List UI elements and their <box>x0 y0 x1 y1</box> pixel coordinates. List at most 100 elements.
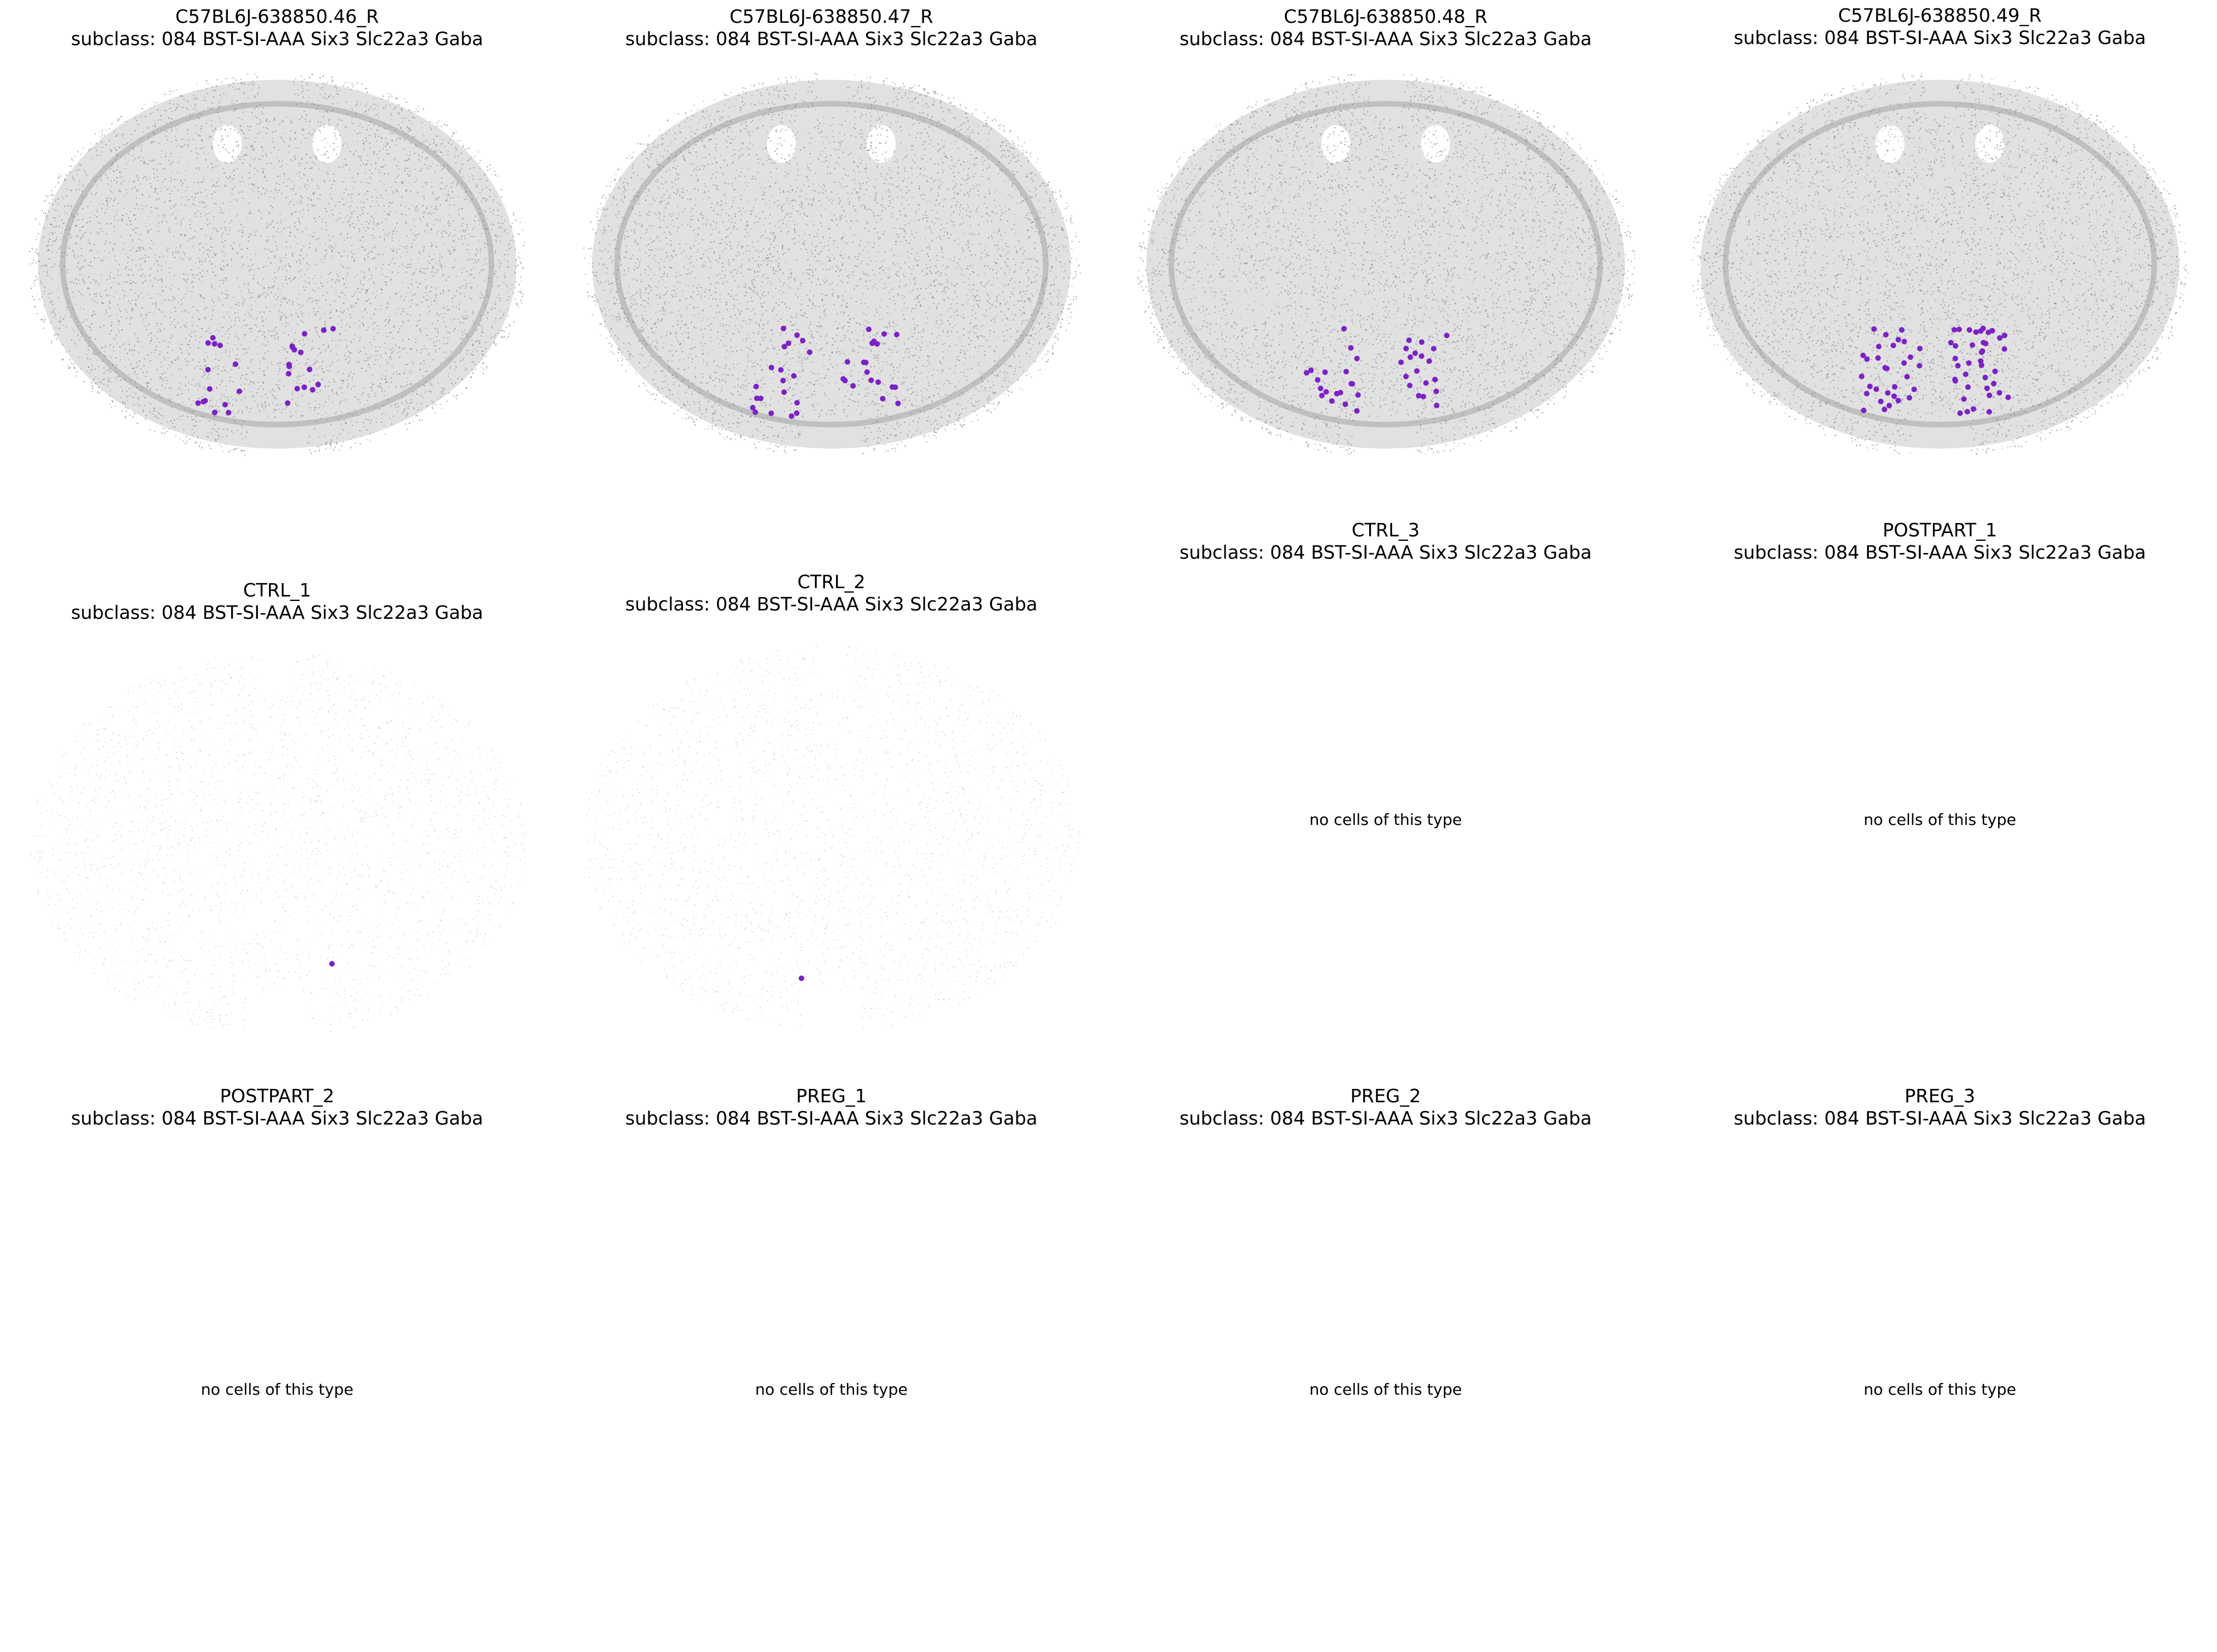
scatter-plot <box>28 635 526 1036</box>
highlighted-cell-point <box>800 338 805 344</box>
highlighted-cell-point <box>1426 358 1432 364</box>
highlighted-cell-point <box>1403 374 1409 379</box>
highlighted-cell-point <box>1955 363 1961 369</box>
highlighted-cell-point <box>1973 329 1979 335</box>
chart-panel-2: C57BL6J-638850.47_R subclass: 084 BST-SI-… <box>554 0 1108 550</box>
highlighted-cell-point <box>321 327 327 333</box>
highlighted-cell-point <box>1860 353 1866 359</box>
highlighted-cell-point <box>1414 368 1420 374</box>
ventricle-2 <box>1975 125 2004 163</box>
highlighted-cell-point <box>868 377 874 383</box>
chart-panel-6: CTRL_2 subclass: 084 BST-SI-AAA Six3 Slc2… <box>554 0 1108 1029</box>
panel-title-text: PREG_2 <box>1108 1085 1663 1107</box>
scatter-svg <box>29 73 526 456</box>
highlighted-cell-point <box>1980 340 1986 346</box>
highlighted-cell-point <box>1308 367 1314 373</box>
highlighted-cell-point <box>1890 343 1896 349</box>
highlighted-cell-point <box>893 331 900 338</box>
highlighted-cell-point <box>1323 389 1329 395</box>
highlighted-cell-point <box>1956 326 1962 333</box>
highlighted-cell-point <box>1315 377 1321 383</box>
highlighted-cell-point <box>880 395 886 402</box>
panel-title: C57BL6J-638850.46_R subclass: 084 BST-SI-… <box>0 6 554 50</box>
panel-subtitle-text: subclass: 084 BST-SI-AAA Six3 Slc22a3 Ga… <box>554 1107 1108 1130</box>
panel-subtitle-text: subclass: 084 BST-SI-AAA Six3 Slc22a3 Ga… <box>0 602 554 624</box>
scatter-svg <box>1137 74 1635 455</box>
scatter-plot <box>582 629 1081 1030</box>
panel-subtitle-text: subclass: 084 BST-SI-AAA Six3 Slc22a3 Ga… <box>1663 1107 2217 1130</box>
highlighted-cell-point <box>1329 398 1335 404</box>
scatter-svg <box>30 654 526 1032</box>
highlighted-cell-point <box>1982 374 1988 380</box>
panel-subtitle-text: subclass: 084 BST-SI-AAA Six3 Slc22a3 Ga… <box>1663 541 2217 564</box>
tissue-section <box>592 80 1071 449</box>
panel-title: PREG_1 subclass: 084 BST-SI-AAA Six3 Slc2… <box>554 1085 1108 1130</box>
highlighted-cell-point <box>750 404 756 410</box>
highlighted-cell-point <box>1337 389 1344 395</box>
empty-message: no cells of this type <box>0 1380 554 1399</box>
highlighted-cells <box>1859 325 2011 416</box>
highlighted-cell-point <box>1985 329 1991 335</box>
highlighted-cell-point <box>844 359 851 365</box>
highlighted-cell-point <box>1961 396 1967 402</box>
highlighted-cell-point <box>301 331 307 337</box>
highlighted-cells <box>750 325 901 419</box>
highlighted-cell-point <box>1341 326 1347 332</box>
highlighted-cell-point <box>301 384 307 390</box>
ventricle-1 <box>213 125 242 163</box>
highlighted-cell-point <box>1991 380 1997 387</box>
highlighted-cell-point <box>222 402 228 408</box>
ventricle-1 <box>1321 125 1350 163</box>
panel-title: CTRL_3 subclass: 084 BST-SI-AAA Six3 Slc2… <box>1108 519 1663 564</box>
panel-subtitle-text: subclass: 084 BST-SI-AAA Six3 Slc22a3 Ga… <box>1108 28 1663 50</box>
panel-subtitle-text: subclass: 084 BST-SI-AAA Six3 Slc22a3 Ga… <box>1108 541 1663 564</box>
highlighted-cell-point <box>330 326 336 332</box>
highlighted-cell-point <box>1885 390 1891 396</box>
highlighted-cell-point <box>294 385 300 392</box>
highlighted-cell-point <box>866 326 872 333</box>
panel-subtitle-text: subclass: 084 BST-SI-AAA Six3 Slc22a3 Ga… <box>0 1107 554 1130</box>
panel-title: PREG_3 subclass: 084 BST-SI-AAA Six3 Slc2… <box>1663 1085 2217 1130</box>
highlighted-cell-point <box>212 409 218 416</box>
highlighted-cell-point <box>1349 381 1355 387</box>
panel-title-text: CTRL_2 <box>554 571 1108 593</box>
highlighted-cell-point <box>210 335 216 341</box>
highlighted-cell-point <box>207 386 213 392</box>
highlighted-cell-point <box>782 344 788 350</box>
highlighted-cell-point <box>1901 339 1907 345</box>
highlighted-cell-point <box>1882 407 1888 413</box>
highlighted-cell-point <box>2001 346 2008 352</box>
highlighted-cell-point <box>1911 387 1917 393</box>
chart-panel-5: CTRL_1 subclass: 084 BST-SI-AAA Six3 Slc2… <box>0 0 554 1032</box>
highlighted-cell-point <box>1882 365 1888 371</box>
panel-title-text: C57BL6J-638850.47_R <box>554 6 1108 28</box>
highlighted-cell-point <box>1895 336 1901 343</box>
highlighted-cell-point <box>226 409 232 416</box>
highlighted-cell-point <box>1444 333 1450 339</box>
highlighted-cell-point <box>1876 344 1882 350</box>
highlighted-cell-point <box>1966 327 1972 333</box>
highlighted-cell-point <box>1412 350 1418 356</box>
highlighted-cell-point <box>1354 355 1360 361</box>
highlighted-cell-point <box>778 367 784 373</box>
highlighted-cell-point <box>794 400 800 406</box>
highlighted-cell-point <box>1864 390 1870 397</box>
highlighted-cell-point <box>1969 342 1975 348</box>
highlighted-cell-point <box>285 400 291 406</box>
highlighted-cell-point <box>291 346 297 353</box>
highlighted-cell-point <box>1432 377 1438 383</box>
highlighted-cell-point <box>1917 345 1923 351</box>
highlighted-cell-point <box>202 398 208 404</box>
background-cells <box>30 654 526 1032</box>
highlighted-cell-point <box>1948 340 1954 346</box>
highlighted-cell-point <box>1403 345 1409 351</box>
highlighted-cell-point <box>875 379 881 385</box>
highlighted-cell-point <box>1342 401 1349 407</box>
highlighted-cell-point <box>1907 354 1913 360</box>
background-cells <box>585 646 1081 1029</box>
highlighted-cell-point <box>798 975 804 981</box>
highlighted-cell-point <box>329 961 335 967</box>
highlighted-cell-point <box>306 366 312 373</box>
panel-title: C57BL6J-638850.48_R subclass: 084 BST-SI-… <box>1108 6 1663 50</box>
highlighted-cell-point <box>850 383 856 389</box>
